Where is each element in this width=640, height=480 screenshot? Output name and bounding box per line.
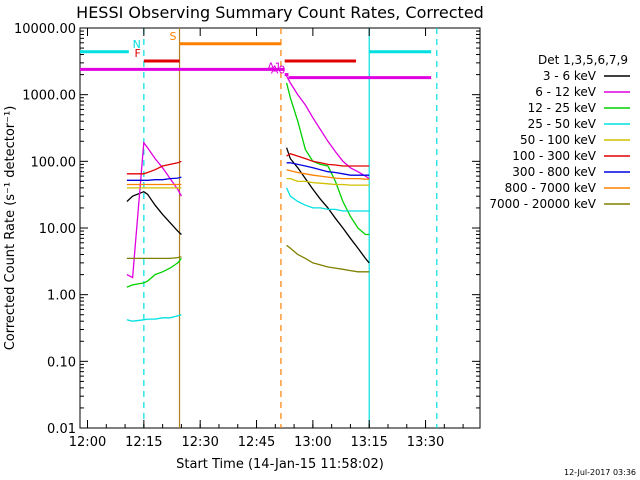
x-tick-label-5: 13:15	[350, 435, 387, 450]
series-line-0-segment-1	[285, 147, 370, 264]
legend-label-7: 800 - 7000 keV	[505, 181, 597, 195]
series-line-8-segment-1	[286, 244, 370, 273]
plot-frame	[79, 27, 481, 429]
chart-title: HESSI Observing Summary Count Rates, Cor…	[76, 3, 484, 22]
series-line-7-segment-1	[286, 169, 370, 180]
series-line-3-segment-1	[286, 187, 370, 212]
state-bar-label-8: A0	[271, 64, 286, 77]
y-axis-ticks: 0.01 0.10 1.00 10.00 100.00 1000.00 10000.00	[14, 22, 480, 437]
series-line-1-segment-1	[286, 75, 370, 180]
legend: Det 1,3,5,6,7,9 3 - 6 keV 6 - 12 keV 12 - …	[489, 53, 630, 211]
x-tick-label-4: 13:00	[294, 435, 331, 450]
x-tick-label-6: 13:30	[407, 435, 444, 450]
legend-label-4: 50 - 100 keV	[520, 133, 597, 147]
series-line-5-segment-0	[126, 160, 182, 175]
y-tick-label-2: 1.00	[47, 289, 76, 304]
legend-label-3: 25 - 50 keV	[528, 117, 597, 131]
y-tick-label-5: 1000.00	[22, 89, 76, 104]
state-bar-label-1: N	[133, 38, 141, 51]
legend-label-0: 3 - 6 keV	[543, 69, 597, 83]
series-line-3-segment-0	[126, 314, 182, 322]
state-bar-label-7: A1	[267, 61, 282, 74]
vertical-markers	[143, 28, 438, 428]
series-line-8-segment-0	[126, 256, 182, 260]
x-axis-ticks: 12:00 12:15 12:30 12:45 13:00 13:15 13:30	[69, 28, 464, 450]
series-line-2-segment-1	[285, 82, 370, 236]
legend-label-6: 300 - 800 keV	[512, 165, 596, 179]
x-tick-label-0: 12:00	[69, 435, 106, 450]
series-line-0-segment-0	[126, 190, 182, 235]
legend-label-8: 7000 - 20000 keV	[489, 197, 596, 211]
series-line-6-segment-0	[126, 176, 182, 181]
legend-label-1: 6 - 12 keV	[535, 85, 597, 99]
state-bar-label-4: F	[135, 47, 141, 60]
legend-title: Det 1,3,5,6,7,9	[538, 53, 628, 67]
y-tick-label-4: 100.00	[31, 155, 77, 170]
x-axis-label: Start Time (14-Jan-15 11:58:02)	[176, 457, 384, 472]
footer-date: 12-Jul-2017 03:36	[564, 468, 636, 477]
series-line-4-segment-1	[286, 177, 370, 186]
legend-label-5: 100 - 300 keV	[512, 149, 596, 163]
series-lines	[126, 75, 370, 322]
x-tick-label-2: 12:30	[181, 435, 218, 450]
y-tick-label-1: 0.10	[47, 355, 76, 370]
series-line-2-segment-0	[126, 257, 182, 288]
legend-label-2: 12 - 25 keV	[528, 101, 597, 115]
y-axis-label: Corrected Count Rate (s⁻¹ detector⁻¹)	[3, 106, 18, 351]
x-tick-label-1: 12:15	[125, 435, 162, 450]
y-tick-label-3: 10.00	[39, 222, 76, 237]
series-line-1-segment-0	[126, 140, 182, 279]
series-line-5-segment-1	[286, 152, 370, 167]
state-bar-label-3: S	[170, 30, 177, 43]
y-tick-label-0: 0.01	[47, 422, 76, 437]
y-tick-label-6: 10000.00	[14, 22, 76, 37]
x-tick-label-3: 12:45	[238, 435, 275, 450]
series-line-6-segment-1	[286, 162, 370, 176]
